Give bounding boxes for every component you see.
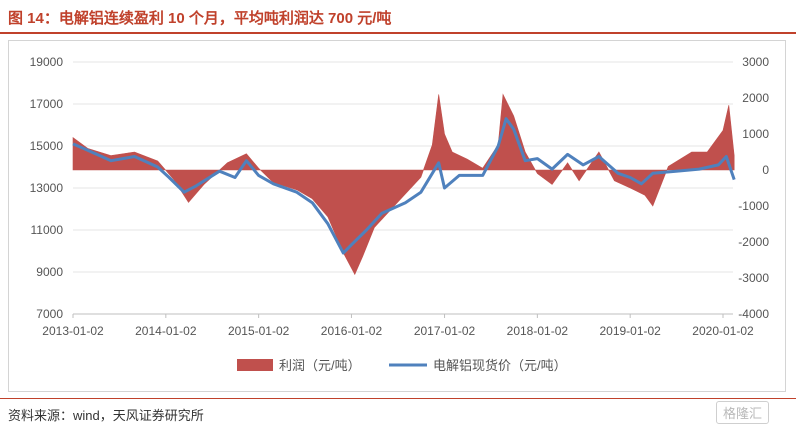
watermark-logo: 格隆汇 <box>716 401 770 424</box>
figure-header: 图 14：电解铝连续盈利 10 个月，平均吨利润达 700 元/吨 <box>0 0 796 34</box>
y-right-tick-label: 1000 <box>742 127 769 141</box>
y-left-tick-label: 13000 <box>30 181 64 195</box>
y-left-tick-label: 19000 <box>30 55 64 69</box>
profit-area-layer <box>72 93 735 276</box>
price-line-layer <box>72 117 736 255</box>
y-right-tick-label: 3000 <box>742 55 769 69</box>
y-left-tick-label: 7000 <box>36 307 63 321</box>
legend-label-price: 电解铝现货价（元/吨） <box>433 358 567 373</box>
y-right-tick-label: -1000 <box>738 199 769 213</box>
x-tick-label: 2013-01-02 <box>42 324 104 338</box>
y-right-tick-label: 2000 <box>742 91 769 105</box>
profit-area <box>72 93 735 276</box>
x-tick-label: 2020-01-02 <box>692 324 754 338</box>
chart-legend: 利润（元/吨） 电解铝现货价（元/吨） <box>237 358 567 373</box>
y-left-tick-label: 9000 <box>36 265 63 279</box>
y-left-tick-label: 17000 <box>30 97 64 111</box>
legend-label-profit: 利润（元/吨） <box>279 358 361 373</box>
y-left-tick-label: 15000 <box>30 139 64 153</box>
y-right-tick-label: -3000 <box>738 271 769 285</box>
x-tick-label: 2017-01-02 <box>414 324 476 338</box>
footer-divider <box>0 398 796 399</box>
x-tick-label: 2019-01-02 <box>599 324 661 338</box>
figure-title: 图 14：电解铝连续盈利 10 个月，平均吨利润达 700 元/吨 <box>8 10 392 27</box>
legend-swatch-profit <box>237 359 273 371</box>
x-tick-label: 2016-01-02 <box>321 324 383 338</box>
y-left-tick-label: 11000 <box>31 223 64 237</box>
chart-axes: 19000 17000 15000 13000 11000 9000 7000 3000 200… <box>30 55 770 338</box>
y-right-tick-label: -4000 <box>738 307 769 321</box>
x-tick-label: 2015-01-02 <box>228 324 290 338</box>
price-line <box>72 117 736 255</box>
x-tick-label: 2014-01-02 <box>135 324 197 338</box>
source-note: 资料来源：wind，天风证券研究所 <box>8 408 204 423</box>
x-tick-label: 2018-01-02 <box>507 324 569 338</box>
y-right-tick-label: 0 <box>762 163 769 177</box>
y-right-tick-label: -2000 <box>738 235 769 249</box>
chart-frame: 19000 17000 15000 13000 11000 9000 7000 3000 200… <box>8 40 786 392</box>
chart-svg: 19000 17000 15000 13000 11000 9000 7000 3000 200… <box>30 55 770 373</box>
